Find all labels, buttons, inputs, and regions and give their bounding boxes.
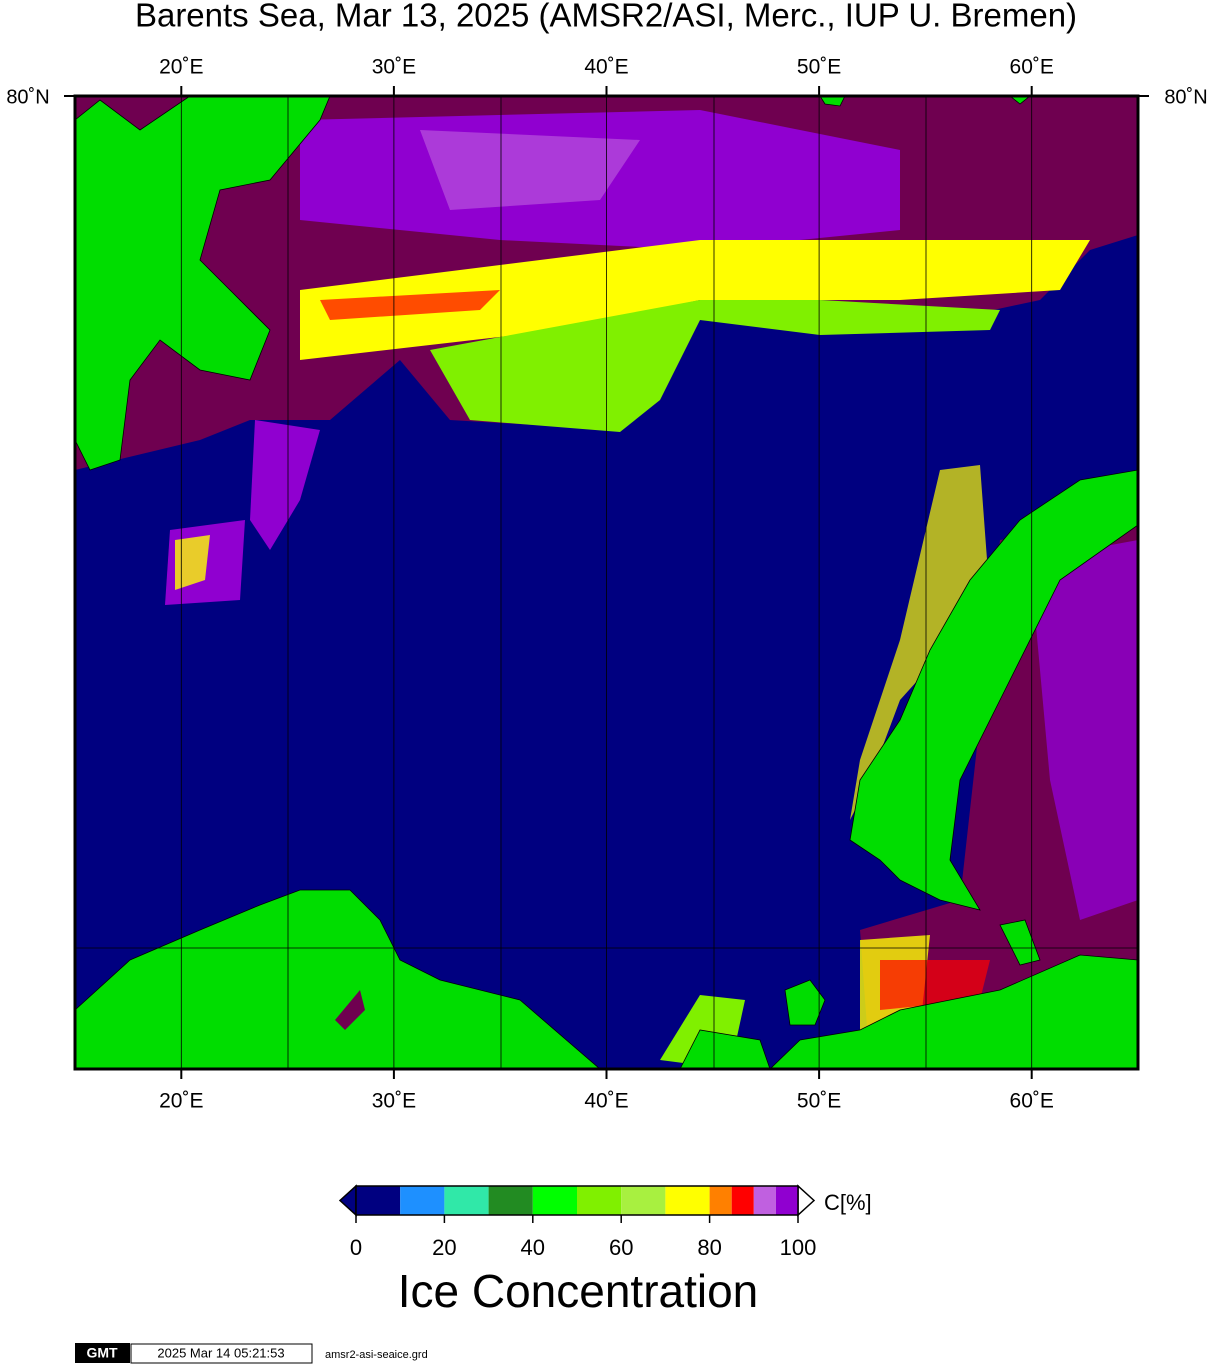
x-tick-label: 40˚E xyxy=(584,56,628,79)
gmt-logo xyxy=(75,1343,130,1363)
colorbar-bin xyxy=(400,1186,445,1215)
colorbar-under xyxy=(338,1184,357,1217)
franz-josef-land xyxy=(819,96,846,107)
franz-josef-land xyxy=(1009,96,1031,105)
gmt-logo-text: GMT xyxy=(86,1345,118,1361)
ice-edge xyxy=(850,465,990,820)
ice-patch xyxy=(320,290,500,320)
colorbar-bin xyxy=(753,1186,776,1215)
map: 80˚N 80˚N xyxy=(6,86,1208,1071)
colorbar-bin xyxy=(532,1186,577,1215)
colorbar-bin xyxy=(621,1186,666,1215)
colorbar-over xyxy=(797,1184,816,1217)
colorbar-tick-label: 0 xyxy=(350,1235,362,1260)
timestamp: 2025 Mar 14 05:21:53 xyxy=(157,1345,284,1360)
lat-label: 80˚N xyxy=(6,86,49,108)
colorbar-bin xyxy=(356,1186,401,1215)
colorbar-title: Ice Concentration xyxy=(398,1265,759,1317)
ice-patch xyxy=(175,535,210,590)
x-tick-label: 60˚E xyxy=(1010,1090,1054,1113)
x-tick-label: 50˚E xyxy=(797,1090,841,1113)
x-tick-label: 30˚E xyxy=(372,56,416,79)
ice-patch xyxy=(420,130,640,210)
x-tick-label: 40˚E xyxy=(584,1090,628,1113)
filename: amsr2-asi-seaice.grd xyxy=(325,1349,428,1361)
lat-label: 80˚N xyxy=(1164,86,1207,108)
colorbar-tick-label: 80 xyxy=(697,1235,721,1260)
kanin xyxy=(679,1029,771,1069)
ice-patch xyxy=(250,420,320,550)
colorbar-tick-label: 60 xyxy=(609,1235,633,1260)
colorbar-bin xyxy=(577,1186,622,1215)
colorbar-label: C[%] xyxy=(824,1190,872,1215)
x-tick-label: 20˚E xyxy=(159,56,203,79)
novaya-zemlya xyxy=(849,469,1138,911)
colorbar-bin xyxy=(709,1186,732,1215)
kola-norway xyxy=(75,889,601,1069)
title: Barents Sea, Mar 13, 2025 (AMSR2/ASI, Me… xyxy=(135,0,1077,34)
colorbar-bin xyxy=(488,1186,533,1215)
ice-patch xyxy=(1030,540,1138,920)
x-tick-label: 30˚E xyxy=(372,1090,416,1113)
x-tick-label: 60˚E xyxy=(1010,56,1054,79)
ice-edge xyxy=(300,240,1090,360)
ice-edge xyxy=(430,300,1000,432)
colorbar-bin xyxy=(444,1186,489,1215)
colorbar-bin xyxy=(731,1186,754,1215)
svalbard xyxy=(75,96,331,471)
kolguev xyxy=(784,979,826,1026)
x-tick-label: 20˚E xyxy=(159,1090,203,1113)
lake xyxy=(335,990,365,1030)
colorbar-tick-label: 100 xyxy=(780,1235,817,1260)
colorbar-tick-label: 40 xyxy=(521,1235,545,1260)
colorbar-frame xyxy=(355,1185,799,1216)
colorbar-bin xyxy=(665,1186,710,1215)
colorbar-tick-label: 20 xyxy=(432,1235,456,1260)
x-tick-label: 50˚E xyxy=(797,56,841,79)
colorbar-bin xyxy=(775,1186,798,1215)
pechora-coast xyxy=(769,954,1138,1069)
timestamp-box xyxy=(130,1343,313,1364)
vaygach xyxy=(999,919,1041,966)
